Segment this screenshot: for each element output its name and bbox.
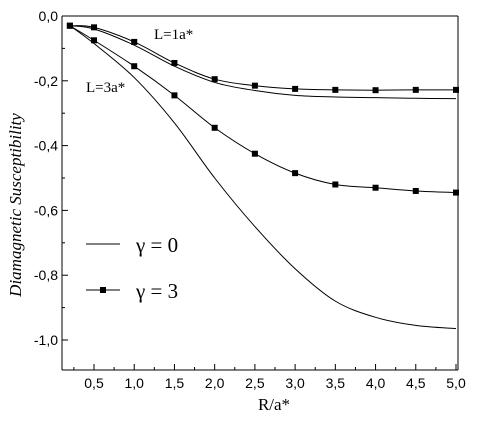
x-axis-title: R/a*	[258, 395, 290, 414]
series-line	[69, 25, 457, 100]
data-point-square	[292, 85, 299, 92]
data-point-square	[91, 37, 97, 44]
data-point-square	[251, 82, 258, 89]
data-point-square	[332, 86, 339, 93]
y-tick-label: -0,8	[34, 267, 58, 283]
y-tick-label: -0,2	[34, 73, 58, 89]
y-axis-title: Diamagnetic Susceptibility	[6, 113, 25, 298]
legend-square-marker	[100, 287, 106, 293]
data-point-square	[66, 22, 73, 29]
x-tick-label: 3,5	[326, 375, 346, 391]
data-point-square	[211, 124, 218, 131]
x-tick-label: 0,5	[84, 375, 104, 391]
x-tick-label: 5,0	[446, 375, 466, 391]
x-tick-label: 3,0	[285, 375, 305, 391]
axes-layer	[61, 15, 459, 371]
legend: γ = 0 γ = 3	[86, 233, 178, 303]
data-point-square	[171, 59, 178, 66]
data-point-square	[332, 181, 339, 188]
data-point-square	[131, 38, 138, 45]
legend-label: γ = 0	[135, 233, 178, 257]
data-point-square	[372, 87, 379, 94]
x-tick-label: 2,0	[205, 375, 225, 391]
x-tick-label: 4,0	[366, 375, 386, 391]
data-point-square	[453, 86, 459, 93]
y-tick-label: -0,6	[34, 202, 58, 218]
y-tick-label: 0,0	[39, 8, 59, 24]
data-point-square	[453, 189, 459, 196]
series-line	[69, 25, 457, 330]
data-point-square	[251, 150, 258, 157]
data-point-square	[412, 86, 419, 93]
data-point-square	[292, 170, 299, 177]
series-layer	[66, 22, 459, 330]
x-tick-label: 1,0	[124, 375, 144, 391]
curve-annotation: L=1a*	[154, 27, 193, 43]
data-point-square	[372, 184, 379, 191]
x-tick-label: 4,5	[406, 375, 426, 391]
labels-layer: 0,5 1,0 1,5 2,0 2,5 3,0 3,5 4,0 4,5 5,0 0,0 -0,2 -0,…	[34, 8, 466, 391]
curve-annotation: L=3a*	[86, 80, 125, 96]
data-point-square	[91, 24, 97, 31]
data-point-square	[211, 76, 218, 83]
legend-label: γ = 3	[135, 279, 178, 303]
x-tick-label: 2,5	[245, 375, 265, 391]
data-point-square	[171, 92, 178, 99]
y-tick-label: -0,4	[34, 138, 58, 154]
y-tick-label: -1,0	[34, 332, 58, 348]
data-point-square	[412, 187, 419, 194]
data-point-square	[131, 63, 138, 70]
x-tick-label: 1,5	[165, 375, 185, 391]
